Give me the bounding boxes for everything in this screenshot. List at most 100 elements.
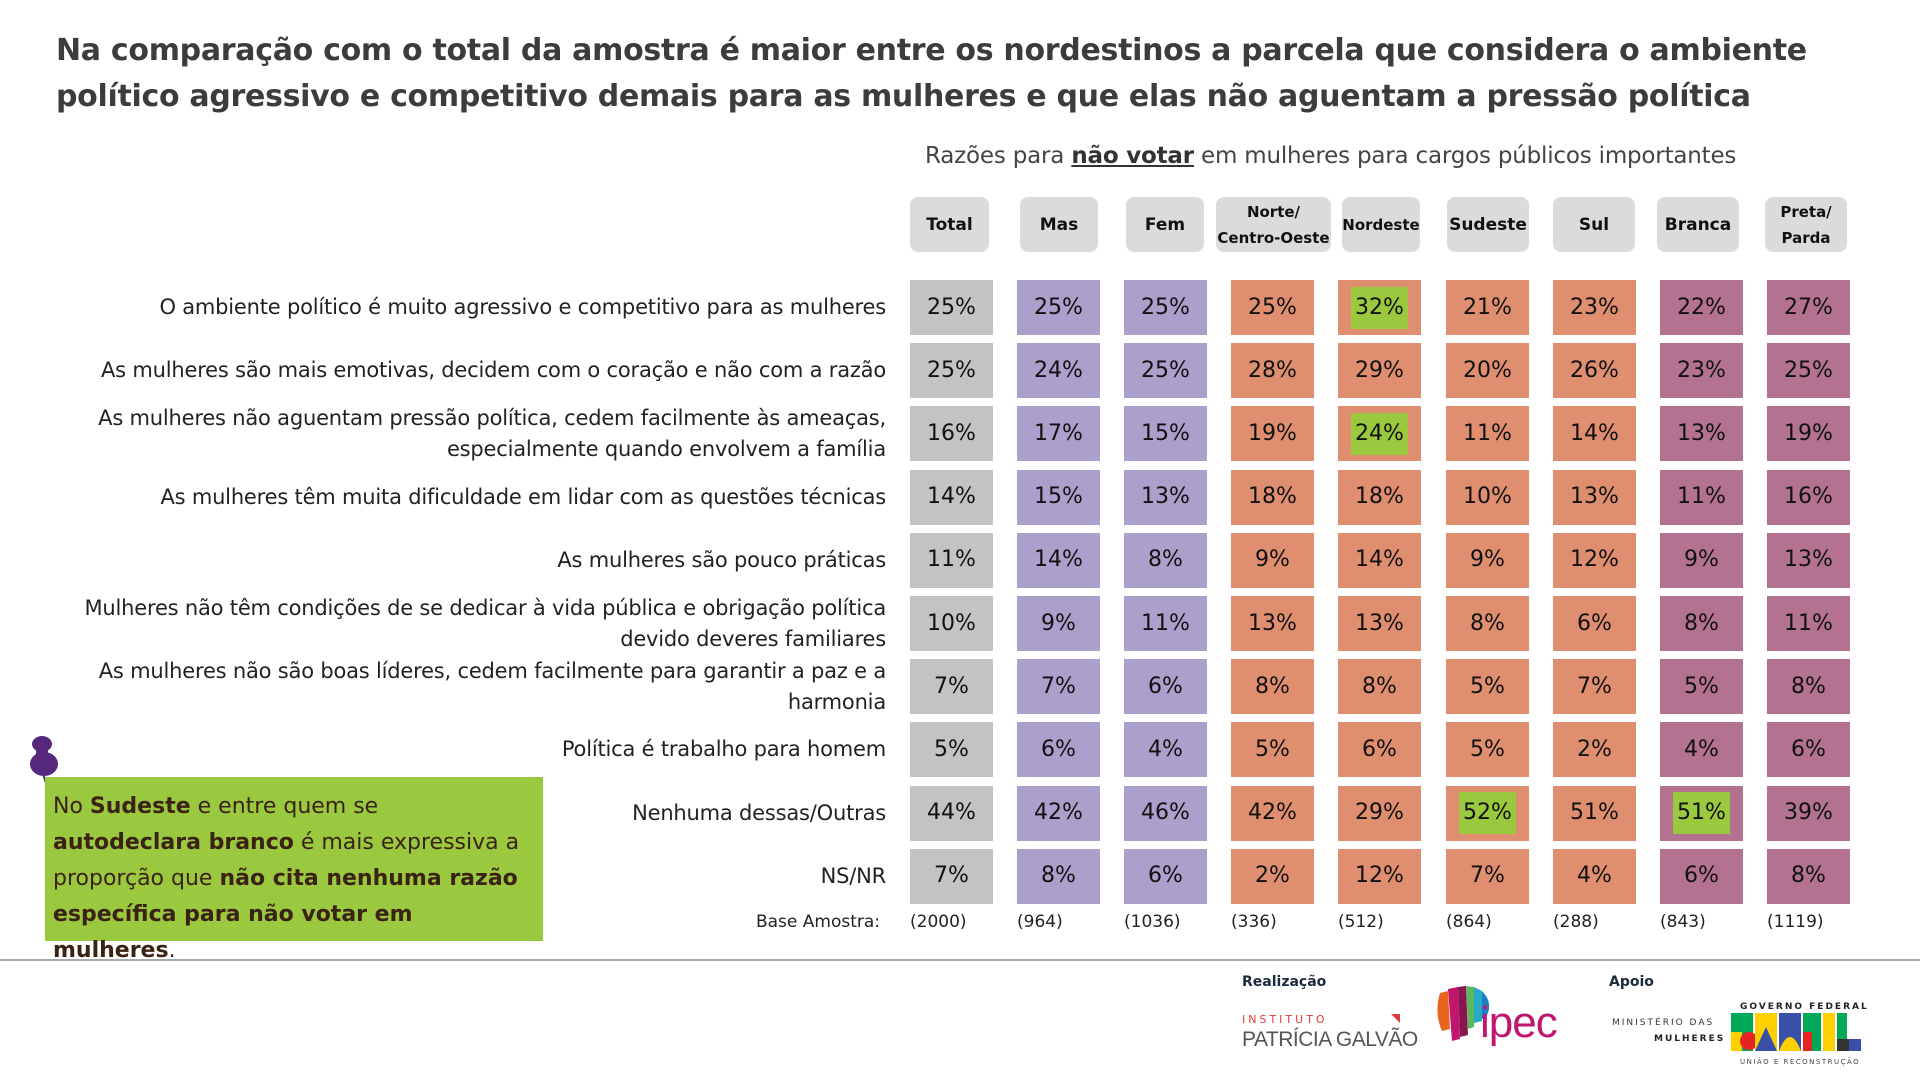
table-cell: 6%	[1338, 722, 1421, 778]
column-header: Sul	[1553, 197, 1635, 252]
table-cell: 8%	[1124, 532, 1207, 588]
column-header: Total	[910, 197, 989, 252]
table-cell: 4%	[1124, 722, 1207, 778]
row-label: As mulheres são mais emotivas, decidem c…	[100, 358, 886, 383]
row-label: As mulheres não são boas líderes, cedem …	[98, 658, 886, 714]
table-cell: 42%	[1231, 785, 1314, 841]
table-cell: 5%	[1231, 722, 1314, 778]
cell-value: 10%	[927, 610, 976, 636]
table-cell: 8%	[1767, 659, 1850, 715]
cell-value: 22%	[1677, 294, 1726, 320]
cell-value: 5%	[1684, 673, 1719, 699]
cell-value: 26%	[1570, 357, 1619, 383]
table-cell: 25%	[1124, 343, 1207, 399]
table-cell: 23%	[1553, 280, 1636, 335]
cell-value: 4%	[1684, 736, 1719, 762]
table-cell: 13%	[1767, 532, 1850, 588]
table-cell: 12%	[1553, 532, 1636, 588]
table-cell: 18%	[1231, 469, 1314, 525]
table-cell: 7%	[910, 659, 993, 715]
table-cell: 25%	[1017, 280, 1100, 335]
table-cell: 11%	[1660, 469, 1743, 525]
callout-text: é mais expressiva a proporção que	[53, 830, 520, 891]
table-cell: 9%	[1660, 532, 1743, 588]
cell-value: 8%	[1362, 673, 1397, 699]
cell-value: 17%	[1034, 420, 1083, 446]
callout-text: No	[53, 794, 90, 819]
table-cell: 7%	[1446, 848, 1529, 904]
table-cell: 8%	[1017, 848, 1100, 904]
cell-value: 25%	[1784, 357, 1833, 383]
table-cell: 8%	[1660, 596, 1743, 651]
table-cell: 22%	[1660, 280, 1743, 335]
realizacao-label: Realização	[1242, 974, 1327, 990]
cell-value: 13%	[1570, 484, 1619, 510]
table-cell: 42%	[1017, 785, 1100, 841]
table-cell: 27%	[1767, 280, 1850, 335]
table-cell: 6%	[1553, 596, 1636, 651]
cell-value: 6%	[1577, 610, 1612, 636]
table-cell: 11%	[910, 532, 993, 588]
base-sample-value: (964)	[1017, 912, 1063, 932]
table-cell: 51%	[1660, 785, 1743, 841]
ipg-logo-top: INSTITUTO	[1242, 1013, 1328, 1026]
cell-value: 25%	[1248, 294, 1297, 320]
cell-value: 15%	[1141, 420, 1190, 446]
cell-value: 51%	[1570, 800, 1619, 826]
table-cell: 19%	[1767, 406, 1850, 462]
cell-value: 25%	[1034, 294, 1083, 320]
cell-value: 13%	[1677, 420, 1726, 446]
cell-value: 7%	[1470, 863, 1505, 889]
table-cell: 52%	[1446, 785, 1529, 841]
row-label: As mulheres têm muita dificuldade em lid…	[160, 484, 886, 509]
table-cell: 12%	[1338, 848, 1421, 904]
table-cell: 14%	[1338, 532, 1421, 588]
table-cell: 7%	[1017, 659, 1100, 715]
table-cell: 13%	[1124, 469, 1207, 525]
cell-value: 12%	[1570, 547, 1619, 573]
table-cell: 16%	[910, 406, 993, 462]
row-label: NS/NR	[820, 863, 887, 888]
table-cell: 8%	[1767, 848, 1850, 904]
cell-value: 25%	[927, 357, 976, 383]
table-cell: 28%	[1231, 343, 1314, 399]
cell-value: 18%	[1355, 484, 1404, 510]
gov-tagline: UNIÃO E RECONSTRUÇÃO	[1740, 1058, 1861, 1066]
cell-value: 20%	[1463, 357, 1512, 383]
table-cell: 6%	[1767, 722, 1850, 778]
table-cell: 10%	[1446, 469, 1529, 525]
ministerio-line1: MINISTÉRIO DAS	[1612, 1018, 1715, 1028]
table-cell: 29%	[1338, 343, 1421, 399]
cell-value: 23%	[1570, 294, 1619, 320]
callout-emphasis: Sudeste	[89, 794, 191, 819]
table-cell: 6%	[1124, 848, 1207, 904]
table-cell: 15%	[1124, 406, 1207, 462]
table-cell: 14%	[910, 469, 993, 525]
cell-value: 13%	[1355, 610, 1404, 636]
cell-value: 11%	[1141, 610, 1190, 636]
cell-value: 5%	[1470, 673, 1505, 699]
callout-emphasis: autodeclara branco	[53, 830, 294, 855]
cell-value: 15%	[1034, 484, 1083, 510]
cell-value: 13%	[1784, 547, 1833, 573]
cell-value: 11%	[1463, 420, 1512, 446]
cell-value: 5%	[934, 736, 969, 762]
base-sample-value: (1119)	[1767, 912, 1824, 932]
row-label: As mulheres não aguentam pressão polític…	[98, 405, 886, 461]
table-cell: 7%	[1553, 659, 1636, 715]
table-subtitle: Razões para não votar em mulheres para c…	[925, 143, 1825, 169]
table-cell: 25%	[1231, 280, 1314, 335]
base-sample-value: (288)	[1553, 912, 1599, 932]
table-cell: 13%	[1338, 596, 1421, 651]
ministerio-line2: MULHERES	[1654, 1034, 1726, 1044]
cell-value: 25%	[1141, 294, 1190, 320]
table-cell: 5%	[910, 722, 993, 778]
callout-emphasis: não cita nenhuma razão específica para n…	[53, 866, 518, 963]
cell-value: 11%	[1784, 610, 1833, 636]
table-cell: 25%	[1767, 343, 1850, 399]
highlighted-value: 51%	[1673, 792, 1730, 835]
cell-value: 6%	[1041, 736, 1076, 762]
subtitle-emphasis: não votar	[1071, 143, 1194, 169]
cell-value: 29%	[1355, 800, 1404, 826]
table-cell: 7%	[910, 848, 993, 904]
